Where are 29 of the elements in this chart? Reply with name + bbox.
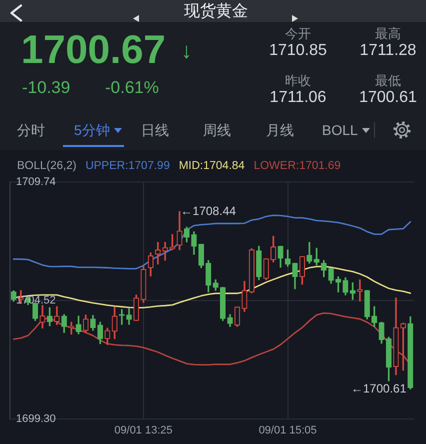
text: 今开 xyxy=(285,26,311,41)
text: -0.61% xyxy=(105,78,159,97)
text: UPPER:1707.99 xyxy=(85,160,170,172)
annotation: ←1708.44 xyxy=(180,204,236,218)
text: 月线 xyxy=(266,122,294,138)
x-tick-label: 09/01 15:05 xyxy=(258,424,317,436)
text: 1711.28 xyxy=(360,42,416,59)
text: MID:1704.84 xyxy=(178,160,245,172)
text: 最低 xyxy=(375,73,401,88)
y-tick-label: 1709.74 xyxy=(16,176,56,188)
chart-title: 现货黄金 xyxy=(184,3,248,20)
text: 1710.85 xyxy=(269,42,327,59)
legend-title: BOLL(26,2) xyxy=(17,160,76,172)
text: 日线 xyxy=(141,122,169,138)
text: 周线 xyxy=(203,122,231,138)
text: LOWER:1701.69 xyxy=(254,160,341,172)
text: -10.39 xyxy=(22,78,70,97)
annotation: ←1700.61 xyxy=(351,381,407,396)
text: ↓ xyxy=(181,38,192,63)
text: 最高 xyxy=(375,26,401,41)
y-tick-label: 1699.30 xyxy=(16,412,56,425)
text: 分时 xyxy=(17,122,45,138)
text: 1700.61 xyxy=(359,89,417,106)
text: BOLL xyxy=(322,122,358,138)
text: 5分钟 xyxy=(74,122,110,138)
text: 1700.67 xyxy=(21,28,166,72)
x-tick-label: 09/01 13:25 xyxy=(114,424,173,436)
text: 1711.06 xyxy=(270,89,326,106)
text: 昨收 xyxy=(285,73,311,88)
